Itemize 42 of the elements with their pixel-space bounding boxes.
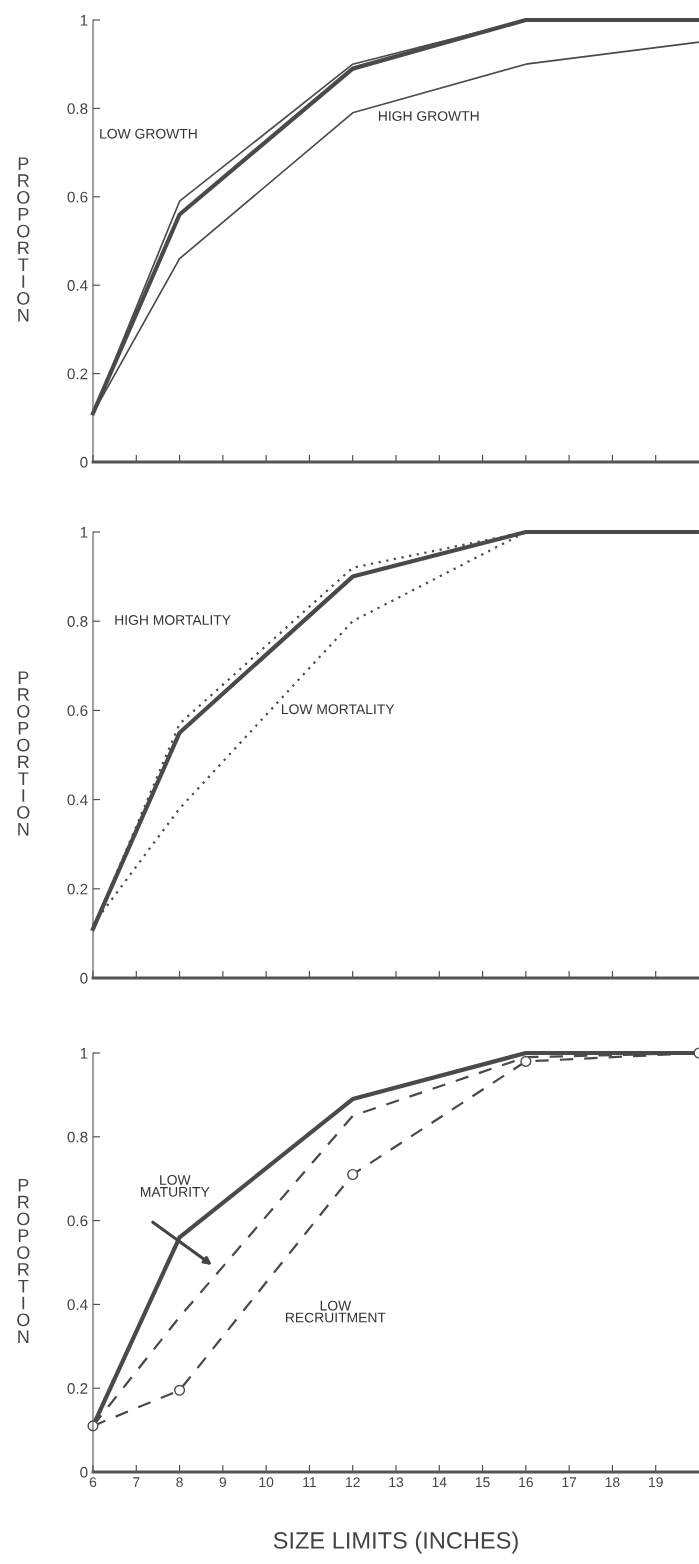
y-tick-label: 1 (80, 15, 88, 26)
annotation: HIGH GROWTH (378, 111, 479, 121)
x-tick-label: 12 (346, 1477, 360, 1487)
y-tick-label: 0.4 (67, 794, 88, 806)
x-tick-label: 13 (389, 1477, 404, 1488)
y-tick-label: 1 (80, 1048, 88, 1059)
y-tick-label: 0.4 (67, 280, 88, 291)
y-tick-label: 0.8 (67, 1131, 88, 1143)
text: PROPORTION (17, 671, 30, 836)
annotation: LOW MORTALITY (282, 704, 395, 715)
y-tick-label: 0.2 (67, 1383, 88, 1394)
y-tick-label: 0 (80, 1466, 88, 1478)
x-tick-label: 7 (133, 1477, 140, 1487)
y-tick-label: 0.6 (67, 1215, 88, 1227)
text: PROPORTION (17, 1179, 30, 1343)
y-tick-label: 0 (80, 972, 88, 984)
annotation: HIGH MORTALITY (115, 615, 231, 625)
text: PROPORTION (17, 157, 30, 322)
x-tick-label: 9 (219, 1477, 227, 1488)
x-tick-label: 14 (432, 1477, 447, 1487)
annotation: LOW MATURITY (140, 1175, 210, 1197)
x-tick-label: 11 (303, 1477, 316, 1487)
x-axis-title: SIZE LIMITS (INCHES) (273, 1531, 518, 1554)
annotation: LOW RECRUITMENT (286, 1300, 386, 1323)
y-tick-label: 1 (80, 527, 88, 538)
x-tick-label: 15 (475, 1477, 490, 1488)
annotation: LOW GROWTH (100, 128, 197, 139)
y-tick-label: 0 (80, 456, 88, 468)
x-tick-label: 8 (176, 1477, 183, 1488)
y-tick-label: 0.2 (67, 368, 88, 380)
x-tick-label: 16 (519, 1477, 533, 1488)
y-tick-label: 0.2 (67, 883, 88, 895)
x-tick-label: 19 (649, 1477, 663, 1488)
x-tick-label: 6 (89, 1477, 97, 1488)
x-tick-label: 10 (259, 1477, 274, 1488)
x-tick-label: 17 (562, 1477, 577, 1487)
x-tick-label: 18 (605, 1477, 620, 1488)
y-tick-label: 0.8 (67, 616, 88, 627)
y-tick-label: 0.4 (67, 1299, 88, 1311)
y-tick-label: 0.8 (67, 103, 88, 115)
y-tick-label: 0.6 (67, 191, 88, 203)
y-tick-label: 0.6 (67, 705, 88, 717)
